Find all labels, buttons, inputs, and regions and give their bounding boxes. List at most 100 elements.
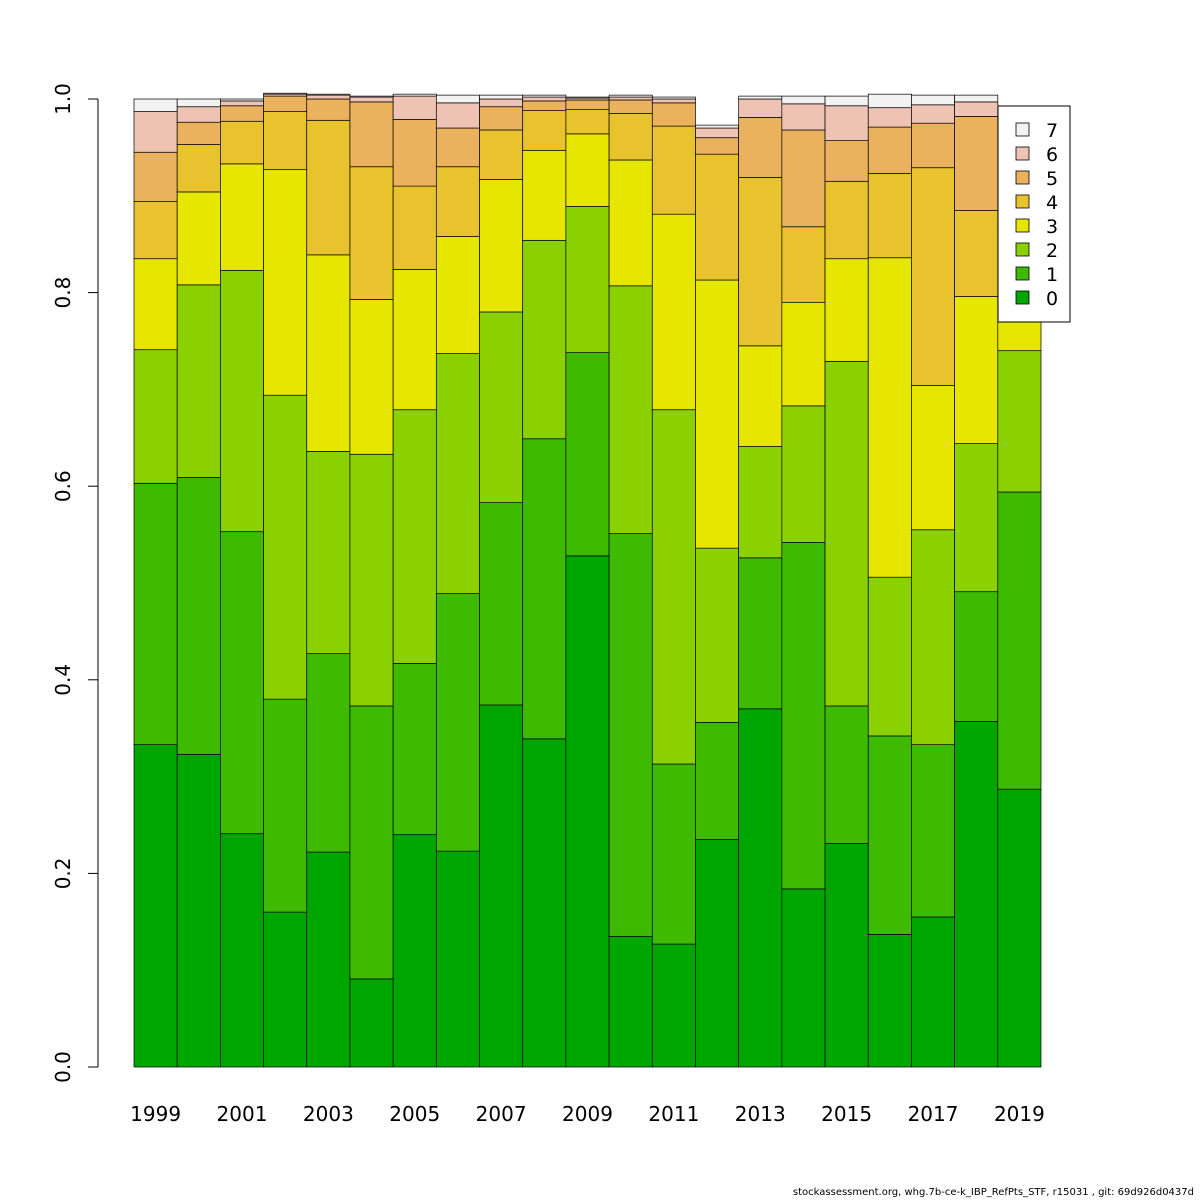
bar-segment-2008-age-2: [522, 239, 567, 440]
bar-segment-2006-age-2: [435, 353, 480, 594]
bar-segment-2019-age-1: [997, 491, 1042, 790]
legend-label-4: 4: [1046, 192, 1058, 214]
bar-segment-2012-age-5: [695, 137, 740, 155]
bar-2014: [781, 95, 826, 1068]
bar-2010: [608, 94, 653, 1068]
bar-segment-2018-age-1: [954, 591, 999, 722]
footer-credit: stockassessment.org, whg.7b-ce-k_IBP_Ref…: [792, 1187, 1194, 1198]
bar-segment-2010-age-1: [608, 533, 653, 937]
bar-segment-2016-age-3: [867, 257, 912, 578]
bar-segment-2015-age-0: [824, 843, 869, 1068]
bar-segment-2018-age-0: [954, 721, 999, 1068]
bar-segment-1999-age-3: [133, 258, 178, 351]
bar-segment-2007-age-3: [479, 178, 524, 313]
legend-swatch-3: [1015, 218, 1030, 233]
bar-2005: [392, 93, 437, 1068]
bar-segment-2010-age-7: [608, 94, 653, 98]
bar-segment-2005-age-4: [392, 185, 437, 270]
bar-segment-2013-age-2: [738, 446, 783, 559]
bar-segment-2016-age-5: [867, 126, 912, 174]
bar-segment-2003-age-6: [306, 94, 351, 100]
bar-segment-2009-age-0: [565, 555, 610, 1068]
bar-segment-2014-age-1: [781, 541, 826, 890]
bar-segment-2006-age-1: [435, 593, 480, 852]
y-tick-label: 0.2: [51, 857, 75, 889]
bar-1999: [133, 98, 178, 1068]
legend-box: [997, 105, 1071, 323]
x-tick-label: 2005: [389, 1102, 440, 1126]
bar-segment-2011-age-6: [651, 98, 696, 104]
bar-segment-2007-age-1: [479, 502, 524, 706]
bar-segment-2014-age-3: [781, 301, 826, 407]
bar-segment-2002-age-5: [263, 95, 308, 112]
bar-segment-2015-age-7: [824, 95, 869, 107]
bar-segment-2008-age-5: [522, 100, 567, 111]
bar-segment-2001-age-6: [220, 100, 264, 107]
bar-segment-2016-age-7: [867, 93, 912, 109]
bar-segment-2004-age-7: [349, 95, 394, 98]
bar-segment-2005-age-6: [392, 95, 437, 120]
bar-segment-2017-age-5: [911, 122, 955, 169]
bar-segment-2003-age-2: [306, 451, 351, 655]
bar-segment-2017-age-6: [911, 104, 955, 124]
bar-segment-1999-age-7: [133, 98, 178, 112]
bar-segment-2012-age-4: [695, 153, 740, 281]
y-tick-label: 0.6: [51, 470, 75, 502]
bar-segment-2011-age-3: [651, 213, 696, 411]
legend-swatch-5: [1015, 170, 1030, 185]
bar-segment-1999-age-5: [133, 151, 178, 202]
bar-segment-2006-age-7: [435, 94, 480, 104]
bar-2016: [867, 93, 912, 1068]
bar-segment-2001-age-0: [220, 833, 264, 1068]
bar-2001: [220, 98, 264, 1068]
bar-segment-2017-age-0: [911, 916, 955, 1068]
bar-segment-2010-age-3: [608, 159, 653, 287]
bar-2017: [911, 94, 955, 1068]
bar-segment-2015-age-1: [824, 705, 869, 844]
bar-segment-2005-age-2: [392, 409, 437, 664]
bar-segment-2001-age-4: [220, 120, 264, 165]
bar-segment-2000-age-1: [176, 477, 221, 755]
bar-segment-2006-age-4: [435, 166, 480, 237]
bar-segment-2010-age-6: [608, 96, 653, 101]
bar-segment-2000-age-0: [176, 753, 221, 1068]
bar-segment-1999-age-2: [133, 349, 178, 484]
bar-segment-2007-age-0: [479, 704, 524, 1068]
bar-segment-2018-age-2: [954, 443, 999, 593]
y-tick-label: 0.8: [51, 277, 75, 309]
bar-segment-2003-age-1: [306, 653, 351, 853]
legend-label-7: 7: [1046, 120, 1058, 142]
bar-segment-2005-age-5: [392, 118, 437, 187]
bar-segment-2005-age-7: [392, 93, 437, 97]
legend-swatch-4: [1015, 194, 1030, 209]
bar-segment-2019-age-2: [997, 350, 1042, 493]
bar-segment-1999-age-0: [133, 744, 178, 1068]
legend-label-2: 2: [1046, 240, 1058, 262]
bars-layer: [133, 92, 1042, 1068]
bar-2015: [824, 95, 869, 1068]
bar-segment-2016-age-0: [867, 934, 912, 1068]
bar-segment-2004-age-2: [349, 453, 394, 707]
bar-segment-2002-age-0: [263, 911, 308, 1068]
bar-segment-2013-age-5: [738, 117, 783, 178]
bar-segment-2002-age-4: [263, 111, 308, 171]
bar-segment-2010-age-0: [608, 935, 653, 1068]
bar-segment-2018-age-7: [954, 94, 999, 103]
bar-segment-2012-age-1: [695, 722, 740, 840]
legend-swatch-0: [1015, 290, 1030, 305]
x-tick-label: 2017: [908, 1102, 959, 1126]
bar-2003: [306, 93, 351, 1068]
bar-segment-2018-age-6: [954, 101, 999, 117]
bar-segment-2014-age-4: [781, 226, 826, 303]
bar-segment-2013-age-3: [738, 345, 783, 447]
bar-segment-2006-age-6: [435, 102, 480, 129]
x-tick-label: 2011: [648, 1102, 699, 1126]
bar-segment-2003-age-0: [306, 851, 351, 1068]
legend-swatch-2: [1015, 242, 1030, 257]
bar-segment-1999-age-1: [133, 482, 178, 746]
bar-segment-2002-age-7: [263, 92, 308, 95]
bar-segment-2008-age-0: [522, 738, 567, 1068]
bar-segment-2017-age-4: [911, 167, 955, 386]
bar-segment-2012-age-2: [695, 547, 740, 723]
